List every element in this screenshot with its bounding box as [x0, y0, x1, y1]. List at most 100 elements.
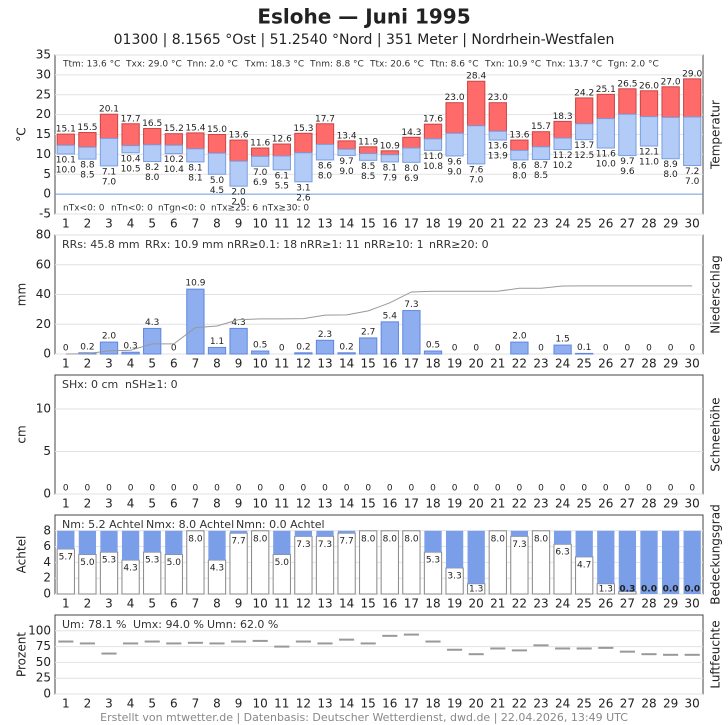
- x-tick-label: 10: [253, 597, 268, 611]
- value-label: 0: [430, 484, 436, 494]
- min-bar: [445, 132, 464, 157]
- stat-label: Nm: 5.2 Achtel: [62, 518, 144, 531]
- x-tick-label: 21: [490, 597, 505, 611]
- x-tick-label: 29: [663, 597, 678, 611]
- x-tick-label: 24: [555, 357, 570, 371]
- min-label: 8.1: [188, 163, 202, 173]
- x-tick-label: 27: [620, 357, 635, 371]
- x-tick-label: 5: [148, 217, 156, 231]
- x-tick-label: 17: [404, 597, 419, 611]
- min-label: 8.7: [534, 161, 548, 171]
- value-label: 1.3: [469, 585, 483, 595]
- min-label: 11.6: [596, 150, 616, 160]
- stat-label: Ttm: 13.6 °C: [62, 60, 120, 70]
- min-label: 7.0: [253, 168, 268, 178]
- max-label: 18.3: [553, 112, 573, 122]
- x-tick-label: 1: [62, 497, 70, 511]
- max-label: 26.5: [617, 79, 637, 89]
- ground-min-label: 10.5: [121, 164, 141, 174]
- ground-min-label: 7.0: [469, 175, 484, 185]
- max-bar: [56, 133, 75, 146]
- value-label: 0: [538, 344, 544, 354]
- min-label: 11.0: [423, 152, 443, 162]
- value-label: 7.7: [339, 537, 353, 547]
- value-label: 0: [473, 484, 479, 494]
- y-tick-label: 25: [36, 671, 51, 685]
- min-label: 8.5: [361, 162, 375, 172]
- clear-bar: [553, 530, 572, 545]
- x-tick-label: 23: [533, 597, 548, 611]
- min-label: 9.7: [620, 157, 634, 167]
- x-tick-label: 4: [127, 597, 135, 611]
- y-tick-label: 35: [36, 48, 51, 62]
- min-bar: [315, 143, 335, 161]
- min-label: 7.2: [685, 167, 699, 177]
- x-tick-label: 2: [84, 217, 92, 231]
- stat-label: nTgn<0: 0: [158, 204, 206, 214]
- y-tick-label: 40: [36, 287, 51, 301]
- min-label: 9.6: [447, 157, 462, 167]
- value-label: 0.3: [619, 585, 635, 595]
- value-label: 0: [517, 484, 523, 494]
- ground-min-label: 2.0: [231, 198, 246, 208]
- value-label: 5.3: [145, 556, 159, 566]
- value-label: 0: [560, 484, 566, 494]
- x-tick-label: 17: [404, 497, 419, 511]
- bar: [423, 350, 443, 355]
- bar: [186, 288, 205, 355]
- value-label: 7.3: [512, 540, 526, 550]
- min-label: 8.6: [512, 161, 527, 171]
- bar: [294, 352, 313, 355]
- y-tick-label: 20: [36, 317, 51, 331]
- min-label: 6.1: [275, 171, 289, 181]
- bar: [229, 327, 248, 355]
- clear-bar: [575, 530, 593, 557]
- x-tick-label: 24: [555, 217, 570, 231]
- value-label: 0: [279, 484, 285, 494]
- value-label: 0: [171, 344, 177, 354]
- x-tick-label: 13: [317, 357, 332, 371]
- value-label: 0: [236, 484, 242, 494]
- max-label: 15.0: [207, 125, 227, 135]
- max-label: 25.1: [596, 85, 616, 95]
- value-label: 7.3: [318, 540, 332, 550]
- max-label: 15.4: [185, 123, 205, 133]
- value-label: 8.0: [188, 534, 203, 544]
- min-label: 8.2: [145, 163, 159, 173]
- value-label: 2.3: [318, 330, 332, 340]
- max-label: 17.7: [315, 114, 335, 124]
- min-bar: [639, 116, 659, 147]
- min-label: 3.1: [296, 183, 310, 193]
- value-label: 0: [473, 344, 479, 354]
- min-bar: [661, 116, 680, 160]
- bar: [207, 346, 227, 355]
- max-bar: [186, 132, 205, 150]
- stat-label: Tnx: 13.7 °C: [545, 60, 602, 70]
- y-tick-label: 6: [43, 539, 51, 553]
- value-label: 5.0: [275, 558, 290, 568]
- value-label: 4.3: [231, 318, 245, 328]
- value-label: 0: [625, 484, 631, 494]
- x-tick-label: 28: [641, 217, 656, 231]
- max-label: 17.6: [423, 115, 443, 125]
- x-tick-label: 6: [170, 357, 178, 371]
- x-tick-label: 12: [296, 697, 311, 711]
- max-bar: [683, 78, 702, 118]
- stat-label: Um: 78.1 %: [62, 618, 126, 631]
- value-label: 1.5: [555, 335, 569, 345]
- max-bar: [294, 132, 313, 154]
- y-tick-label: 0: [43, 187, 51, 201]
- min-label: 7.6: [469, 165, 484, 175]
- max-bar: [272, 143, 291, 157]
- x-tick-label: 16: [382, 217, 397, 231]
- x-tick-label: 3: [105, 597, 113, 611]
- x-tick-label: 15: [361, 217, 376, 231]
- value-label: 0: [128, 484, 134, 494]
- x-tick-label: 3: [105, 357, 113, 371]
- min-bar: [531, 146, 551, 161]
- value-label: 3.3: [447, 571, 461, 581]
- cloud-bar: [251, 530, 270, 595]
- min-bar: [207, 152, 227, 175]
- x-tick-label: 20: [469, 217, 484, 231]
- x-tick-label: 13: [317, 497, 332, 511]
